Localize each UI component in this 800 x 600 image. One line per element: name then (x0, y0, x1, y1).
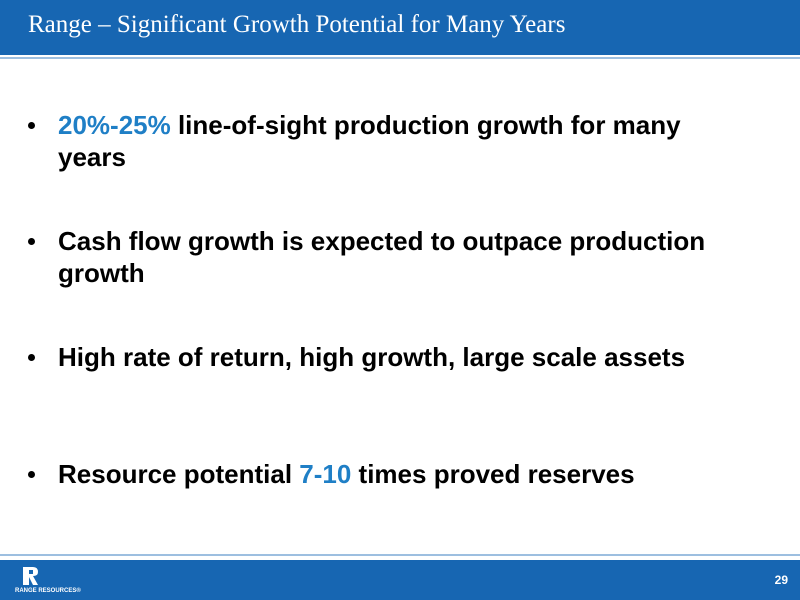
header-bar (0, 0, 800, 55)
bullet-item: Resource potential 7-10 times proved res… (28, 458, 718, 490)
page-number: 29 (774, 573, 788, 587)
highlight-text: 7-10 (299, 459, 352, 489)
bullet-text: Cash flow growth is expected to outpace … (58, 226, 713, 288)
bullet-text: High rate of return, high growth, large … (58, 342, 686, 372)
header-rule (0, 57, 800, 59)
bullet-text: times proved reserves (351, 459, 635, 489)
footer-bar (0, 560, 800, 600)
bullet-marker (28, 122, 35, 129)
bullet-marker (28, 354, 35, 361)
bullet-list: 20%-25% line-of-sight production growth … (28, 109, 718, 490)
slide-title: Range – Significant Growth Potential for… (28, 11, 566, 38)
logo-text: RANGE RESOURCES® (15, 588, 81, 594)
highlight-text: 20%-25% (58, 110, 171, 140)
footer-rule (0, 554, 800, 556)
bullet-item: Cash flow growth is expected to outpace … (28, 225, 718, 289)
bullet-text: Resource potential (58, 459, 300, 489)
bullet-text: line-of-sight production growth for many… (58, 110, 688, 172)
bullet-marker (28, 471, 35, 478)
bullet-item: High rate of return, high growth, large … (28, 341, 718, 373)
bullet-marker (28, 238, 35, 245)
logo-icon (23, 567, 38, 585)
bullet-item: 20%-25% line-of-sight production growth … (28, 109, 718, 173)
